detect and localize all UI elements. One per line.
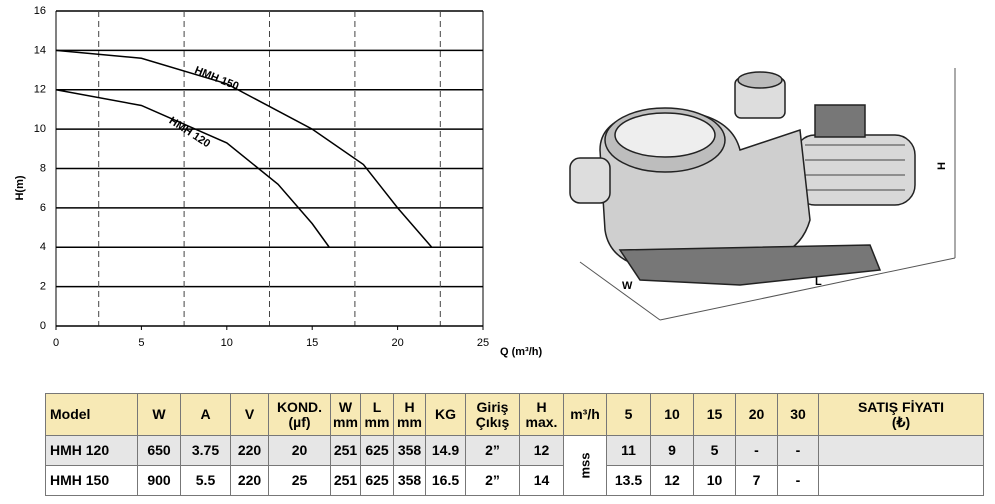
table-cell: 20 [268, 435, 331, 466]
y-tick-label: 2 [40, 281, 46, 293]
y-tick-label: 8 [40, 162, 46, 174]
table-cell: HMH 120 [45, 435, 138, 466]
table-cell: HMH 150 [45, 465, 138, 496]
table-cell: 650 [137, 435, 181, 466]
table-cell: - [777, 465, 819, 496]
table-cell: 11 [606, 435, 651, 466]
table-cell: 14.9 [425, 435, 466, 466]
table-cell: W [137, 393, 181, 436]
x-tick-label: 0 [53, 337, 59, 349]
table-cell: SATIŞ FİYATI (₺) [818, 393, 984, 436]
x-axis-label: Q (m³/h) [500, 346, 542, 358]
table-cell: 9 [650, 435, 694, 466]
y-axis-label: H(m) [14, 175, 26, 200]
table-cell: 12 [519, 435, 564, 466]
table-cell: 20 [735, 393, 778, 436]
y-tick-label: 12 [34, 84, 46, 96]
table-cell: 5.5 [180, 465, 231, 496]
table-cell: 10 [693, 465, 736, 496]
table-cell: 220 [230, 465, 269, 496]
series-label: HMH 120 [167, 115, 213, 150]
table-cell: A [180, 393, 231, 436]
dimension-label: H [936, 162, 948, 170]
table-cell: - [735, 435, 778, 466]
table-cell: 7 [735, 465, 778, 496]
table-cell: 15 [693, 393, 736, 436]
x-tick-label: 5 [138, 337, 144, 349]
table-cell: 358 [393, 435, 426, 466]
x-tick-label: 10 [221, 337, 233, 349]
table-cell: 251 [330, 465, 361, 496]
table-cell: Giriş Çıkış [465, 393, 520, 436]
table-cell: KOND. (µf) [268, 393, 331, 436]
x-tick-label: 25 [477, 337, 489, 349]
series-line [55, 89, 330, 248]
table-cell: KG [425, 393, 466, 436]
table-cell: 358 [393, 465, 426, 496]
y-tick-label: 14 [34, 44, 46, 56]
table-cell: mss [563, 435, 607, 496]
dimension-label: L [815, 276, 822, 288]
table-cell: H mm [393, 393, 426, 436]
table-cell: L mm [360, 393, 394, 436]
table-cell: 900 [137, 465, 181, 496]
header-row: Model W A V KOND. (µf) W mm L mm H mm KG Giriş Çı… [45, 393, 984, 436]
pump-image [569, 71, 916, 286]
table-cell: 16.5 [425, 465, 466, 496]
unit-label: mss [577, 452, 593, 479]
series-label: HMH 150 [193, 64, 241, 93]
table-cell: 2” [465, 465, 520, 496]
table-cell: 30 [777, 393, 819, 436]
table-cell: 2” [465, 435, 520, 466]
dimension-label: W [622, 280, 633, 292]
table-row: HMH 120 650 3.75 220 20 251 625 358 14.9 2” 12 mss 1… [45, 435, 984, 496]
x-tick-label: 15 [306, 337, 318, 349]
table-cell: 10 [650, 393, 694, 436]
y-tick-label: 6 [40, 202, 46, 214]
table-cell: 14 [519, 465, 564, 496]
table-cell: 220 [230, 435, 269, 466]
chart: Q (m³/h) H(m) W L H 0 2 4 6 8 10 12 14 16 0 5 10 15 2… [14, 5, 956, 358]
table-cell: 625 [360, 465, 394, 496]
x-tick-label: 20 [391, 337, 403, 349]
table-cell: 3.75 [180, 435, 231, 466]
table-cell: 251 [330, 435, 361, 466]
table-row: HMH 150 900 5.5 220 25 251 625 358 16.5 2” 14 13.5 1… [45, 465, 984, 496]
table-cell: W mm [330, 393, 361, 436]
table-cell: 5 [693, 435, 736, 466]
y-tick-label: 16 [34, 5, 46, 17]
table-cell [818, 465, 984, 496]
table-cell: H max. [519, 393, 564, 436]
table-cell [818, 435, 984, 466]
table-cell: 12 [650, 465, 694, 496]
series-line [55, 49, 433, 248]
table-cell: V [230, 393, 269, 436]
table-cell: - [777, 435, 819, 466]
dimension-lines [579, 68, 956, 321]
y-tick-label: 4 [40, 241, 46, 253]
table-cell: Model [45, 393, 138, 436]
y-tick-label: 0 [40, 320, 46, 332]
table-cell: m³/h [563, 393, 607, 436]
table-cell: 625 [360, 435, 394, 466]
table-cell: 5 [606, 393, 651, 436]
spec-table: Model W A V KOND. (µf) W mm L mm H mm KG Giriş Çı… [45, 393, 984, 496]
y-tick-label: 10 [34, 123, 46, 135]
table-cell: 13.5 [606, 465, 651, 496]
table-cell: 25 [268, 465, 331, 496]
